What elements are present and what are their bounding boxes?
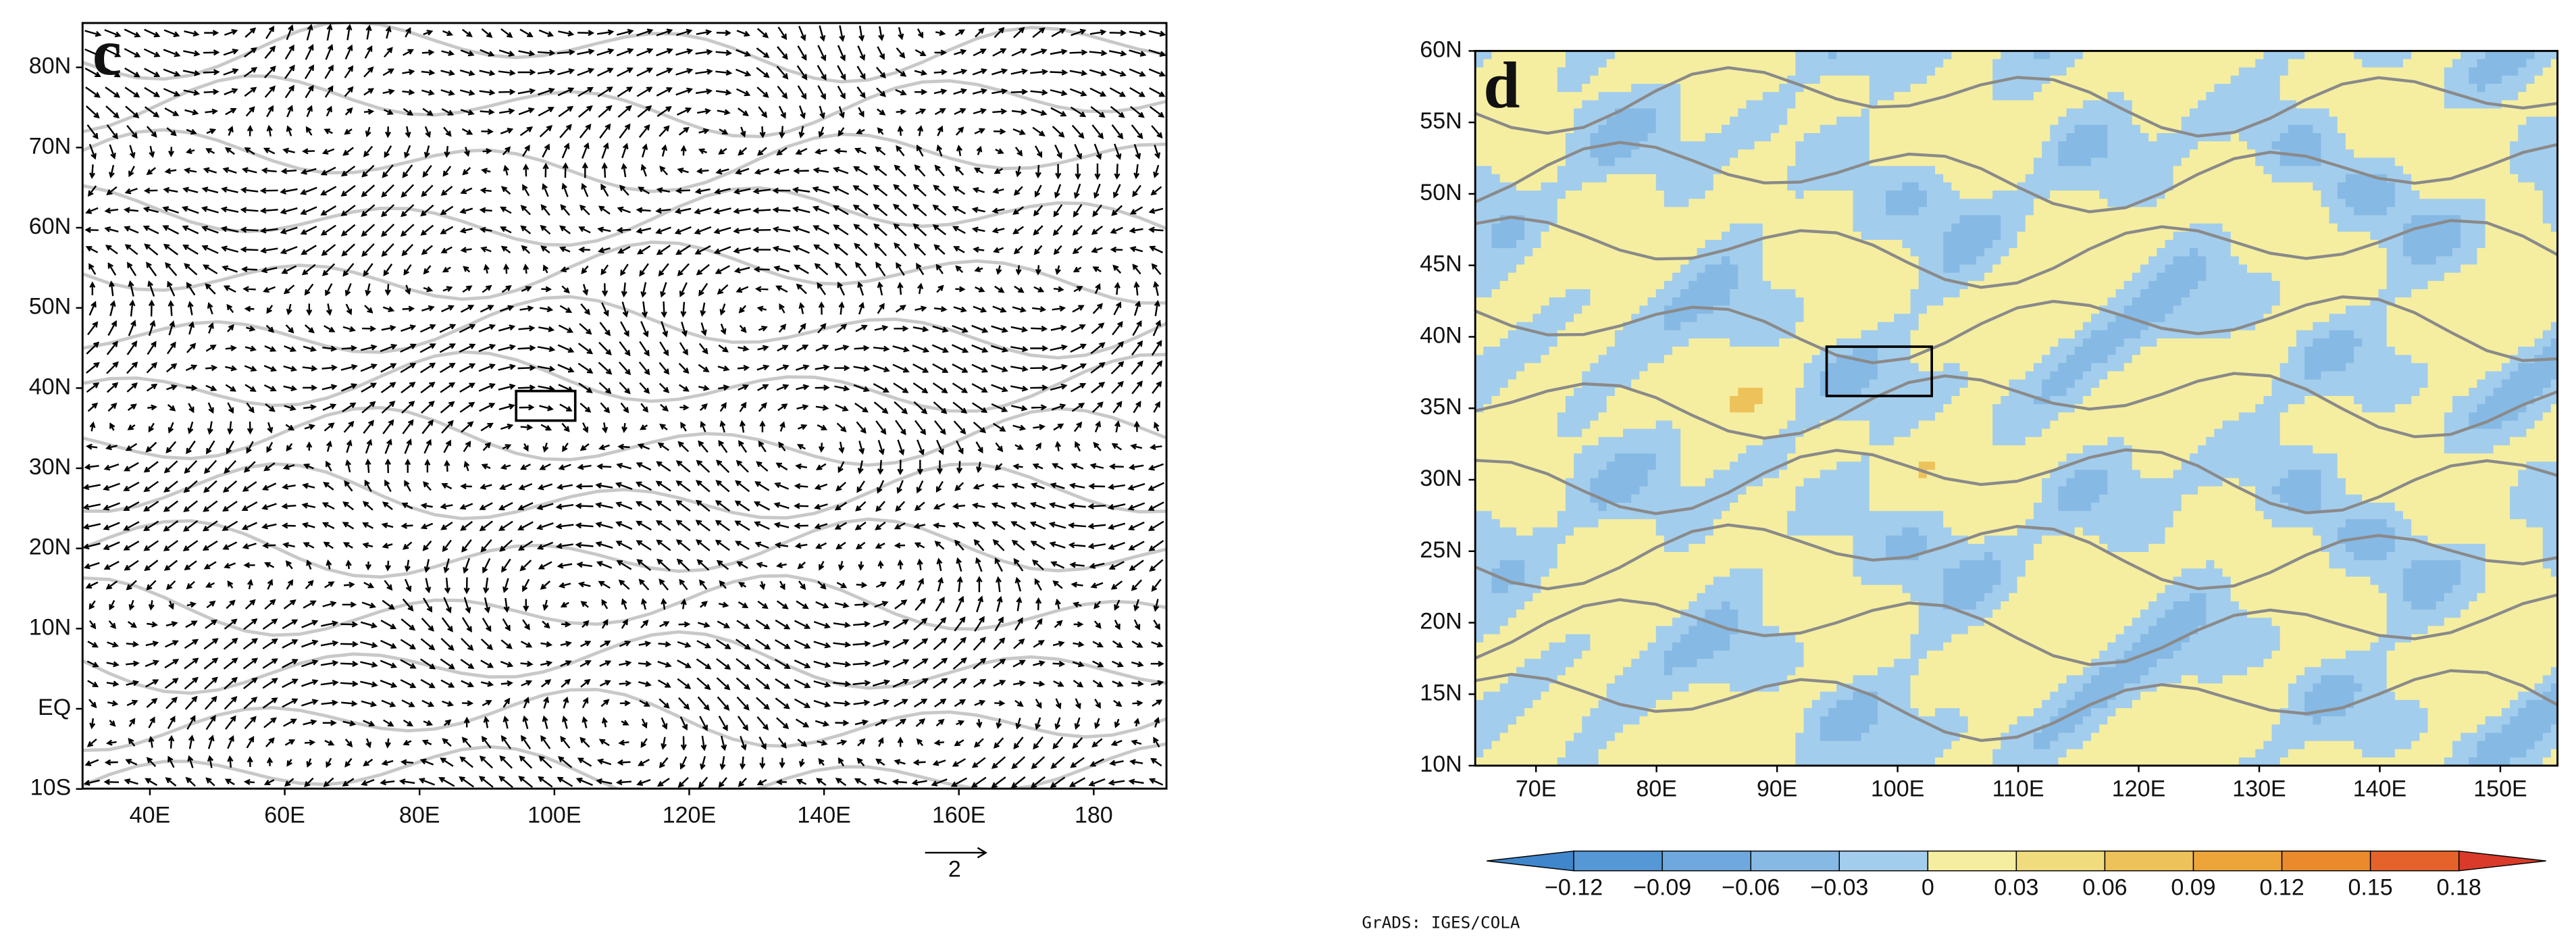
panel-d-plot (1475, 51, 2558, 766)
y-tick-label: 50N (1420, 180, 1462, 205)
x-tick-label: 120E (2112, 776, 2165, 802)
y-tick-label: 70N (29, 133, 71, 159)
colorbar-segment (2192, 850, 2283, 872)
colorbar-tick-label: 0.12 (2259, 874, 2304, 900)
colorbar-segment (2015, 850, 2106, 872)
x-tick-label: 130E (2232, 776, 2286, 802)
positive-shading (1730, 387, 1936, 478)
y-tick-label: 60N (29, 214, 71, 239)
y-tick-label: EQ (38, 695, 71, 720)
y-tick-label: 45N (1420, 251, 1462, 277)
y-tick-label: 55N (1420, 108, 1462, 134)
y-tick-label: 25N (1420, 537, 1462, 563)
x-tick-label: 110E (1992, 776, 2044, 802)
colorbar-segment (1927, 850, 2017, 872)
colorbar-segment (1750, 850, 1840, 872)
colorbar-tick-label: 0.06 (2082, 874, 2127, 900)
y-tick-label: 10S (30, 775, 72, 801)
colorbar-tick-label: −0.06 (1722, 874, 1780, 900)
colorbar-segment (1487, 850, 1574, 872)
x-tick-label: 40E (130, 802, 171, 828)
x-tick-label: 160E (932, 802, 985, 828)
x-tick-label: 90E (1757, 776, 1798, 802)
colorbar-tick-label: −0.12 (1545, 874, 1603, 900)
x-tick-label: 100E (527, 802, 581, 828)
colorbar-segment (1661, 850, 1751, 872)
x-tick-label: 180 (1075, 802, 1113, 828)
x-tick-label: 70E (1516, 776, 1557, 802)
panel-c-plot (82, 23, 1167, 789)
y-tick-label: 30N (29, 454, 71, 480)
colorbar-tick-label: 0.15 (2348, 874, 2393, 900)
colorbar-tick-label: 0 (1922, 874, 1934, 900)
footer: GrADS: IGES/COLA (1362, 913, 1520, 932)
x-tick-label: 150E (2473, 776, 2527, 802)
colorbar-segment (2104, 850, 2194, 872)
y-tick-label: 10N (1420, 751, 1462, 777)
colorbar-segment (1838, 850, 1929, 872)
y-tick-label: 30N (1420, 466, 1462, 491)
colorbar-tick-label: 0.18 (2437, 874, 2481, 900)
colorbar-segment (1573, 850, 1663, 872)
x-tick-label: 120E (663, 802, 716, 828)
y-tick-label: 50N (29, 294, 71, 320)
colorbar-segment (2281, 850, 2371, 872)
x-tick-label: 140E (2353, 776, 2406, 802)
panel-label: c (93, 16, 122, 89)
plot-frame (81, 22, 1168, 790)
region-box (515, 389, 577, 422)
wind-vectors (82, 23, 1166, 789)
y-tick-label: 40N (1420, 322, 1462, 348)
colorbar-tick-label: 0.09 (2171, 874, 2215, 900)
y-tick-label: 15N (1420, 680, 1462, 705)
colorbar-tick-label: −0.03 (1810, 874, 1868, 900)
x-tick-label: 100E (1871, 776, 1924, 802)
x-tick-label: 80E (399, 802, 440, 828)
x-tick-label: 80E (1636, 776, 1677, 802)
colorbar-tick-label: 0.03 (1994, 874, 2038, 900)
colorbar-segment (2458, 850, 2546, 872)
reference-vector (925, 847, 987, 859)
x-tick-label: 140E (797, 802, 850, 828)
colorbar-tick-label: −0.09 (1633, 874, 1691, 900)
region-box (1825, 345, 1933, 397)
y-tick-label: 40N (29, 374, 71, 399)
y-tick-label: 20N (29, 534, 71, 560)
coastline (1475, 66, 2558, 743)
y-tick-label: 20N (1420, 609, 1462, 634)
y-tick-label: 35N (1420, 394, 1462, 420)
y-tick-label: 80N (29, 53, 71, 79)
panel-label: d (1483, 49, 1520, 122)
y-tick-label: 10N (29, 614, 71, 640)
reference-vector-label: 2 (948, 857, 961, 882)
x-tick-label: 60E (264, 802, 305, 828)
y-tick-label: 60N (1420, 36, 1462, 62)
negative-shading (1475, 51, 2558, 766)
colorbar-segment (2369, 850, 2460, 872)
